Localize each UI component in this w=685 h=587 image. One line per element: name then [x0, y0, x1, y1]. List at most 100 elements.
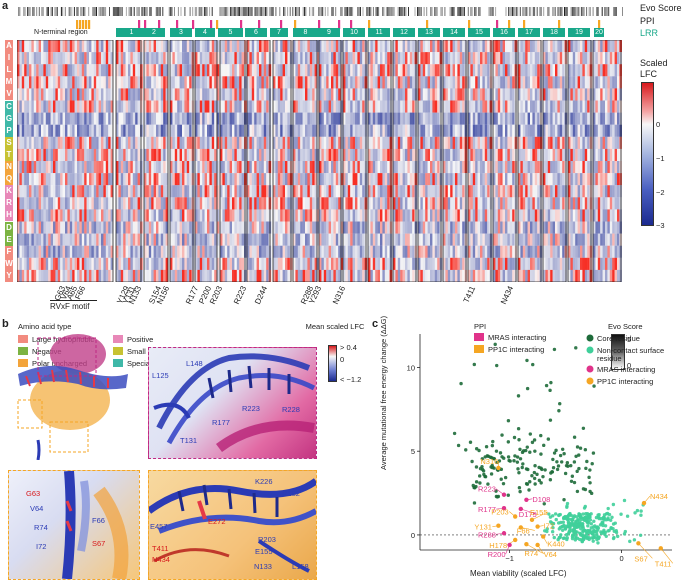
heatmap-cell: [285, 88, 288, 100]
heatmap-cell: [227, 52, 230, 64]
heatmap-cell: [303, 246, 306, 258]
heatmap-cell: [373, 88, 376, 100]
heatmap-cell: [212, 173, 215, 185]
heatmap-cell: [462, 161, 465, 173]
heatmap-cell: [480, 101, 483, 113]
heatmap-cell: [106, 64, 109, 76]
heatmap-cell: [99, 222, 102, 234]
heatmap-cell: [29, 52, 32, 64]
heatmap-cell: [151, 137, 154, 149]
heatmap-cell: [128, 270, 131, 282]
heatmap-cell: [91, 64, 94, 76]
heatmap-cell: [478, 197, 481, 209]
heatmap-cell: [94, 125, 97, 137]
evo-score-bar: [574, 7, 575, 16]
heatmap-cell: [307, 197, 310, 209]
heatmap-cell: [407, 101, 410, 113]
heatmap-cell: [582, 64, 585, 76]
heatmap-cell: [39, 125, 42, 137]
heatmap-cell: [252, 149, 255, 161]
heatmap-cell: [382, 40, 385, 52]
evo-score-bar: [275, 7, 276, 16]
heatmap-cell: [485, 258, 488, 270]
heatmap-cell: [184, 185, 187, 197]
heatmap-cell: [106, 40, 109, 52]
heatmap-cell: [303, 64, 306, 76]
heatmap-cell: [535, 161, 538, 173]
heatmap-cell: [237, 258, 240, 270]
heatmap-cell: [405, 161, 408, 173]
heatmap-cell: [200, 209, 203, 221]
heatmap-cell: [138, 101, 141, 113]
heatmap-cell: [156, 125, 159, 137]
heatmap-cell: [500, 52, 503, 64]
heatmap-cell: [82, 222, 85, 234]
heatmap-cell: [84, 137, 87, 149]
heatmap-cell: [58, 137, 61, 149]
heatmap-cell: [96, 173, 99, 185]
heatmap-cell: [91, 197, 94, 209]
heatmap-cell: [287, 113, 290, 125]
heatmap-cell: [180, 101, 183, 113]
heatmap-cell: [410, 149, 413, 161]
heatmap-cell: [133, 113, 136, 125]
heatmap-cell: [560, 209, 563, 221]
heatmap-cell: [331, 173, 334, 185]
heatmap-cell: [470, 270, 473, 282]
heatmap-cell: [532, 270, 535, 282]
heatmap-cell: [89, 161, 92, 173]
heatmap-cell: [34, 64, 37, 76]
heatmap-cell: [532, 161, 535, 173]
heatmap-cell: [29, 40, 32, 52]
heatmap-cell: [283, 64, 286, 76]
evo-score-bar: [602, 7, 603, 16]
amino-acid-label-S: S: [5, 137, 13, 149]
heatmap-cell: [430, 209, 433, 221]
heatmap-cell: [118, 113, 121, 125]
evo-score-bar: [61, 7, 62, 16]
heatmap-cell: [303, 125, 306, 137]
heatmap-cell: [482, 258, 485, 270]
heatmap-cell: [151, 40, 154, 52]
heatmap-cell: [445, 222, 448, 234]
heatmap-cell: [307, 88, 310, 100]
heatmap-cell: [428, 88, 431, 100]
heatmap-cell: [65, 88, 68, 100]
heatmap-cell: [254, 40, 257, 52]
heatmap-cell: [555, 234, 558, 246]
heatmap-cell: [500, 113, 503, 125]
heatmap-cell: [177, 125, 180, 137]
heatmap-cell: [345, 40, 348, 52]
heatmap-cell: [350, 101, 353, 113]
heatmap-cell: [184, 88, 187, 100]
heatmap-cell: [252, 234, 255, 246]
heatmap-cell: [259, 161, 262, 173]
heatmap-cell: [520, 76, 523, 88]
heatmap-cell: [232, 125, 235, 137]
heatmap-cell: [475, 64, 478, 76]
heatmap-cell: [123, 161, 126, 173]
heatmap-cell: [510, 173, 513, 185]
heatmap-cell: [550, 52, 553, 64]
heatmap-cell: [530, 52, 533, 64]
heatmap-cell: [39, 149, 42, 161]
heatmap-cell: [175, 52, 178, 64]
heatmap-cell: [505, 52, 508, 64]
heatmap-cell: [507, 88, 510, 100]
heatmap-cell: [72, 149, 75, 161]
heatmap-cell: [520, 113, 523, 125]
heatmap-cell: [212, 52, 215, 64]
heatmap-cell: [420, 76, 423, 88]
heatmap-cell: [570, 258, 573, 270]
heatmap-cell: [545, 76, 548, 88]
evo-score-bar: [43, 7, 44, 16]
heatmap-cell: [512, 64, 515, 76]
heatmap-cell: [573, 40, 576, 52]
heatmap-cell: [455, 161, 458, 173]
heatmap-cell: [331, 258, 334, 270]
heatmap-cell: [448, 76, 451, 88]
heatmap-cell: [553, 76, 556, 88]
heatmap-cell: [545, 64, 548, 76]
heatmap-cell: [106, 125, 109, 137]
heatmap-cell: [39, 76, 42, 88]
